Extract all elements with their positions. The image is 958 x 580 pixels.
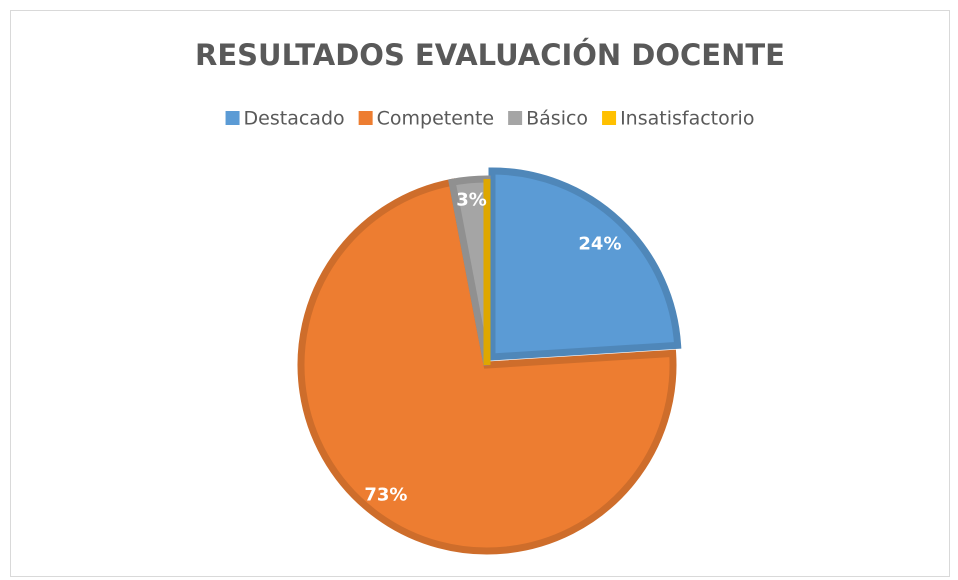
pie-slice xyxy=(488,167,682,361)
legend-label: Destacado xyxy=(244,108,345,130)
legend-swatch xyxy=(508,111,523,125)
pie-slice xyxy=(297,178,677,555)
legend-label: Competente xyxy=(377,108,494,130)
legend-swatch xyxy=(358,111,373,125)
data-label: 73% xyxy=(364,484,407,505)
legend-swatch xyxy=(602,111,617,125)
legend-swatch xyxy=(225,111,240,125)
legend-label: Insatisfactorio xyxy=(620,108,754,130)
data-label: 24% xyxy=(578,234,621,255)
chart-title: RESULTADOS EVALUACIÓN DOCENTE xyxy=(195,38,785,72)
legend: Destacado Competente Básico Insatisfactorio xyxy=(225,108,754,130)
data-label: 3% xyxy=(456,190,487,211)
legend-label: Básico xyxy=(526,108,588,130)
